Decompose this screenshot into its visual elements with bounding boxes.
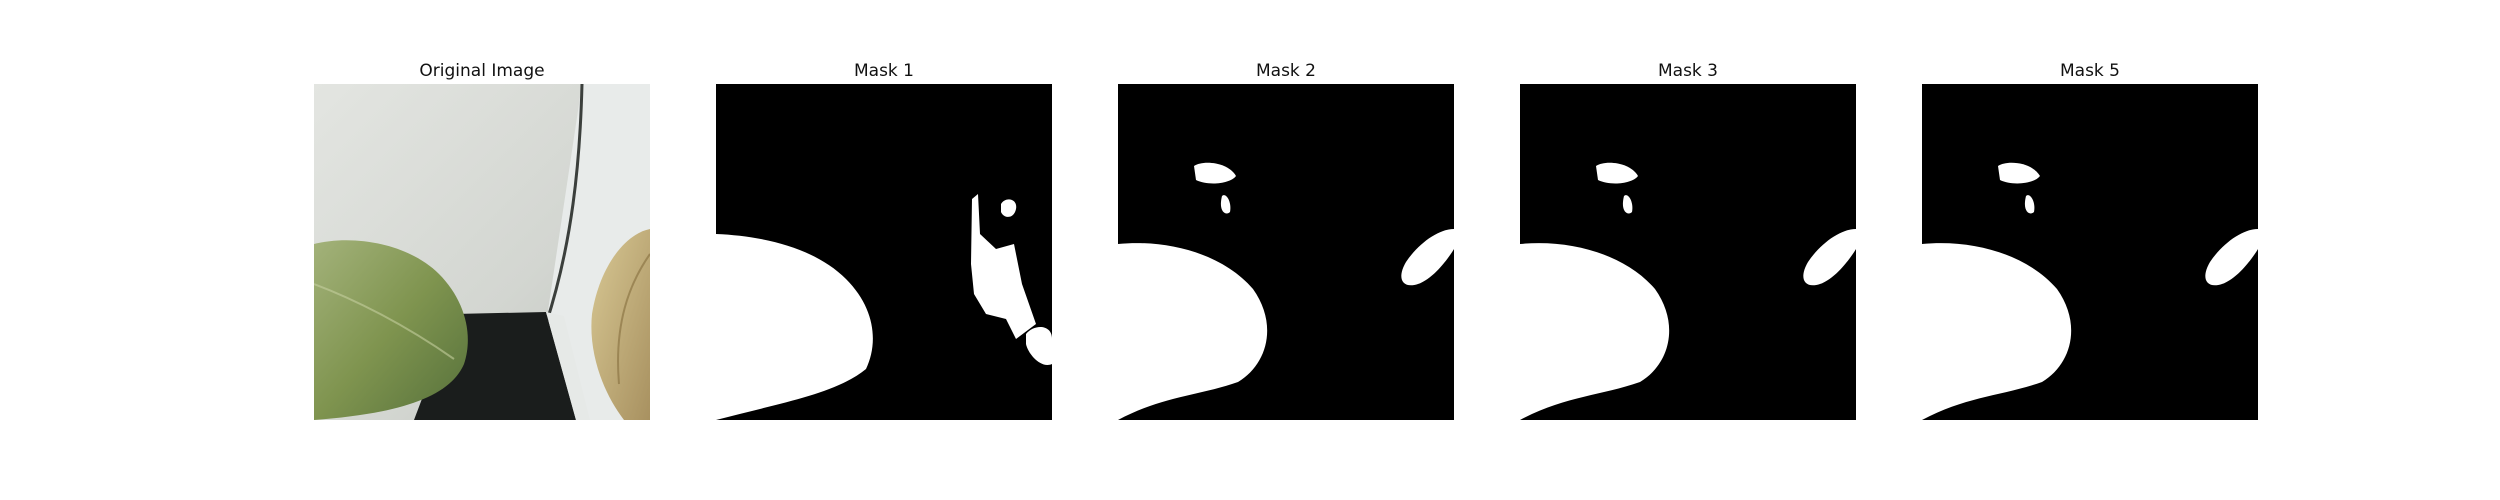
panel-title: Mask 1: [853, 61, 914, 81]
panel-title: Mask 5: [2059, 61, 2120, 81]
dry-leaf-vein: [617, 253, 650, 385]
mask-region-drop: [1622, 195, 1633, 214]
mask-region-top-blob: [1194, 162, 1236, 184]
mask-region-dry-leaf: [2205, 229, 2258, 286]
mask-region-blob: [1001, 199, 1017, 217]
panel-title: Mask 3: [1657, 61, 1718, 81]
original-photo-svg: [314, 84, 650, 420]
mask-region-drop: [1220, 195, 1231, 214]
mask-3-image: [1520, 84, 1856, 420]
panel-edge: [546, 312, 590, 420]
panel-mask-2: Mask 2: [1118, 60, 1454, 420]
panel-mask-5: Mask 5: [1922, 60, 2258, 420]
original-photo: [314, 84, 650, 420]
mask-region-top-blob: [1998, 162, 2040, 184]
mask-2-svg: [1118, 84, 1454, 420]
mask-region-dry-leaf: [1401, 229, 1454, 286]
mask-region-leaf: [1922, 243, 2072, 420]
mask-region-leaf: [716, 234, 873, 420]
leaf-vein: [314, 283, 455, 360]
mask-1-image: [716, 84, 1052, 420]
mask-5-svg: [1922, 84, 2258, 420]
panel-title: Original Image: [419, 61, 545, 81]
mask-2-image: [1118, 84, 1454, 420]
mask-region-drop: [2024, 195, 2035, 214]
mask-region-leaf: [1118, 243, 1268, 420]
mask-1-svg: [716, 84, 1052, 420]
panel-mask-3: Mask 3: [1520, 60, 1856, 420]
seam-line: [544, 84, 584, 325]
panel-original-image: Original Image: [314, 60, 650, 420]
panel-title: Mask 2: [1255, 61, 1316, 81]
mask-region-top-blob: [1596, 162, 1638, 184]
green-leaf: [314, 240, 468, 420]
mask-region-dry-leaf: [1803, 229, 1856, 286]
panel-mask-1: Mask 1: [716, 60, 1052, 420]
mask-region-edge: [1026, 327, 1052, 365]
mask-region-leaf: [1520, 243, 1670, 420]
mask-5-image: [1922, 84, 2258, 420]
mask-3-svg: [1520, 84, 1856, 420]
mask-region-fragment: [971, 194, 1036, 339]
